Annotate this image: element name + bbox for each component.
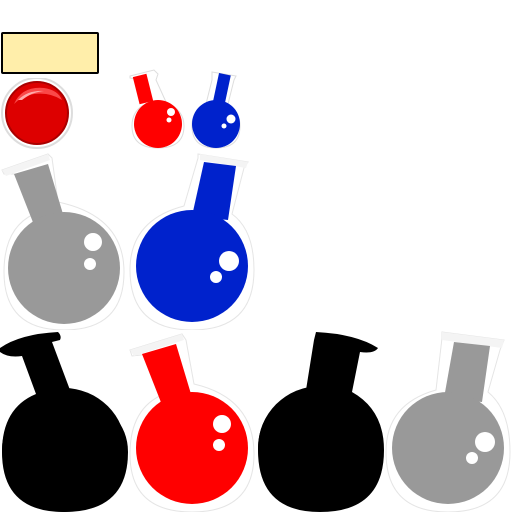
small-blue-flask-icon <box>191 71 241 149</box>
label-box <box>1 32 99 74</box>
large-blue-flask-icon <box>129 153 255 330</box>
large-red-flask-icon <box>129 333 255 512</box>
large-black-flask-icon <box>0 332 128 512</box>
large-black-flask-2-icon <box>258 332 384 512</box>
large-gray-flask-2-icon <box>385 331 511 512</box>
red-button-icon[interactable] <box>0 78 76 154</box>
large-gray-flask-icon <box>1 153 125 330</box>
small-red-flask-icon <box>129 69 185 149</box>
